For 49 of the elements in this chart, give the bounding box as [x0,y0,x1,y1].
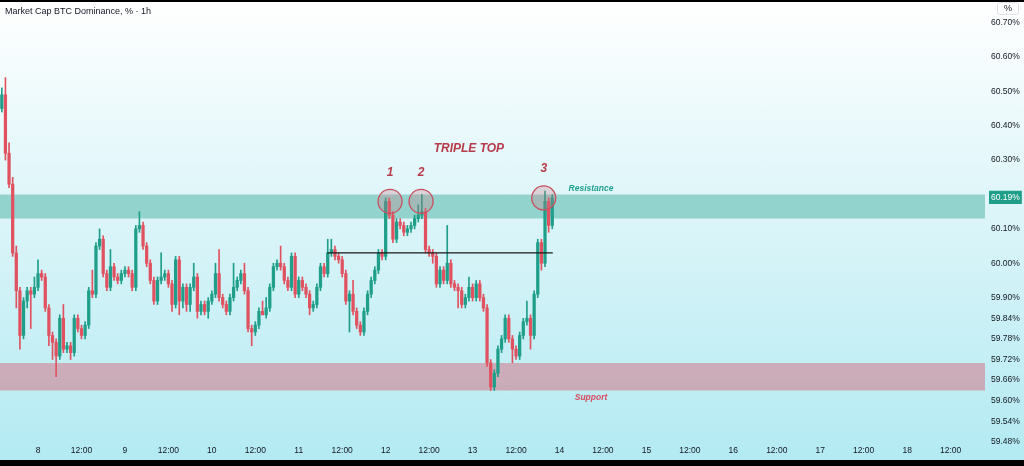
y-tick-label: 59.84% [991,312,1021,323]
candlestick [29,286,33,329]
y-tick-label: 60.40% [991,120,1021,131]
x-tick-label: 8 [35,445,41,456]
y-tick-label: 59.78% [991,333,1021,344]
x-tick-label: 17 [815,445,826,456]
x-tick-label: 12:00 [939,445,962,456]
x-tick-label: 12:00 [157,445,180,456]
x-tick-label: 14 [554,445,565,456]
annotation: TRIPLE TOP [433,141,506,156]
x-tick-label: 18 [902,445,913,456]
x-tick-label: 12:00 [70,445,93,456]
x-tick-label: 12:00 [418,445,441,456]
candlestick [420,194,424,219]
y-tick-label: 60.50% [991,85,1021,96]
x-tick-label: 12:00 [331,445,354,456]
x-tick-label: 12:00 [679,445,701,456]
x-tick-label: 16 [728,445,739,456]
x-tick-label: 13 [467,445,478,456]
y-tick-label: 60.30% [991,154,1021,165]
text: Market Cap BTC Dominance, % · 1h [5,6,152,17]
x-tick-label: 12:00 [244,445,267,456]
x-tick-label: 9 [122,445,128,456]
x-tick-label: 12:00 [505,445,527,456]
band-label: Resistance [568,182,614,193]
x-tick-label: 12:00 [853,445,875,456]
x-tick-label: 10 [207,445,217,456]
annotation: 3 [540,161,548,176]
x-tick-label: 15 [641,445,652,456]
x-tick-label: 12 [380,445,391,456]
y-tick-label: 59.48% [991,436,1021,447]
y-tick-label: 59.72% [991,353,1021,364]
y-tick-label: 59.60% [991,395,1021,406]
annotation: 2 [416,164,425,179]
x-tick-label: 11 [294,445,304,456]
annotation: 1 [386,164,394,179]
candlestick [456,283,460,309]
y-tick-label: 60.00% [991,257,1021,268]
y-tick-label: 59.54% [991,415,1021,426]
y-tick-label: 59.90% [991,291,1021,302]
x-tick-label: 12:00 [592,445,614,456]
band-label: Support [574,392,609,403]
x-tick-label: 12:00 [766,445,788,456]
y-tick-label: 60.10% [991,223,1021,234]
percent-toggle: % [997,2,1019,15]
y-tick-label: 60.70% [991,16,1021,27]
y-tick-label: 59.66% [991,374,1021,385]
y-tick-label: 60.19% [991,192,1021,203]
y-tick-label: 60.60% [991,51,1021,62]
